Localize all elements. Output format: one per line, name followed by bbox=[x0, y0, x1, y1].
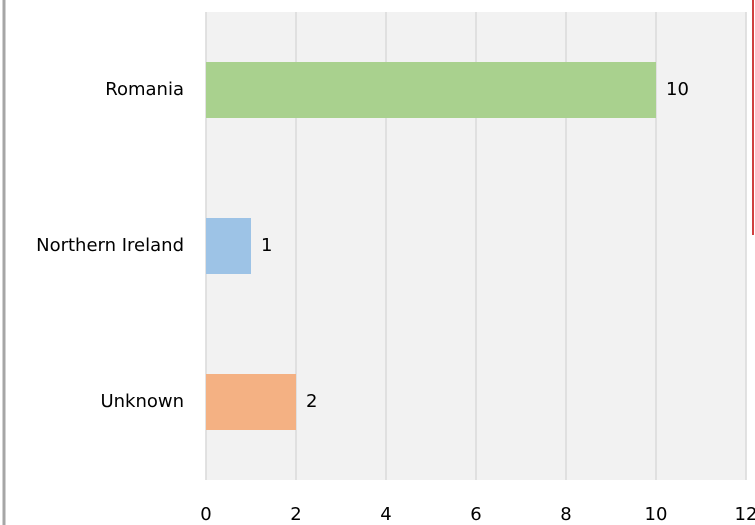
bar bbox=[206, 218, 251, 274]
data-label: 2 bbox=[306, 391, 317, 412]
bar bbox=[206, 62, 656, 118]
x-tick-label: 0 bbox=[200, 504, 211, 525]
data-label: 10 bbox=[666, 79, 689, 100]
x-tick-label: 4 bbox=[380, 504, 391, 525]
x-tick-label: 10 bbox=[645, 504, 668, 525]
x-tick-label: 8 bbox=[560, 504, 571, 525]
y-tick-label: Northern Ireland bbox=[36, 235, 184, 256]
data-label: 1 bbox=[261, 235, 272, 256]
x-tick-label: 12 bbox=[735, 504, 755, 525]
x-tick-label: 2 bbox=[290, 504, 301, 525]
y-tick-label: Romania bbox=[105, 79, 184, 100]
bar bbox=[206, 374, 296, 430]
x-tick-label: 6 bbox=[470, 504, 481, 525]
y-tick-label: Unknown bbox=[100, 391, 184, 412]
